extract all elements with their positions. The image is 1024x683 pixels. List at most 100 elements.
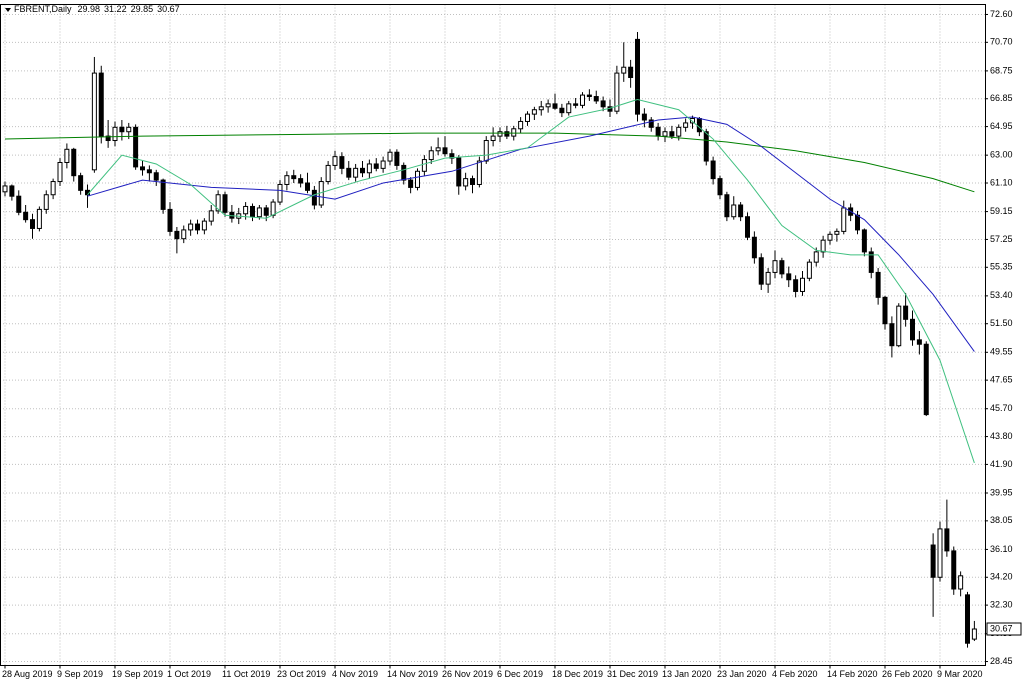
price-tag (986, 622, 1022, 636)
candle-body (380, 160, 386, 169)
chart-title: FBRENT,Daily (14, 4, 72, 14)
candle-body (765, 271, 771, 285)
candle-body (291, 175, 297, 180)
candle-body (930, 544, 936, 578)
candle-body (78, 175, 84, 191)
candle-body (745, 216, 750, 238)
candle-body (325, 164, 331, 183)
x-tick-label: 9 Mar 2020 (937, 669, 983, 679)
candle-body (208, 210, 214, 222)
y-tick-label: 34.20 (990, 572, 1013, 582)
candle-body (511, 128, 517, 137)
candle-body (360, 167, 365, 174)
candle-body (710, 160, 716, 180)
candle-body (504, 131, 510, 137)
candle-body (916, 339, 922, 345)
candle-body (126, 126, 132, 133)
y-tick-label: 43.80 (990, 431, 1013, 441)
candle-body (779, 260, 785, 275)
y-tick-label: 51.50 (990, 318, 1013, 328)
candle-body (738, 204, 744, 218)
candle-body (717, 178, 723, 196)
x-tick-label: 14 Feb 2020 (827, 669, 878, 679)
x-tick-label: 26 Feb 2020 (882, 669, 933, 679)
candle-body (772, 260, 778, 273)
y-tick-label: 57.25 (990, 234, 1013, 244)
candle-body (353, 167, 359, 178)
candle-body (800, 277, 805, 292)
y-tick-label: 38.05 (990, 515, 1013, 525)
candle-body (896, 305, 902, 347)
candle-body (813, 251, 819, 263)
candle-body (167, 208, 173, 232)
y-tick-label: 53.40 (990, 290, 1013, 300)
moving-average (87, 98, 975, 464)
x-tick-label: 13 Jan 2020 (662, 669, 712, 679)
candle-body (346, 167, 352, 178)
candle-body (490, 135, 496, 142)
candle-body (112, 126, 118, 142)
candle-body (786, 273, 792, 281)
candle-body (98, 72, 104, 137)
candle-body (470, 178, 475, 185)
plot (2, 32, 977, 648)
candle-body (559, 107, 565, 114)
candle-body (408, 179, 414, 188)
candle-body (250, 205, 255, 218)
candle-body (50, 181, 56, 196)
y-tick-label: 36.10 (990, 544, 1013, 554)
candle-body (834, 230, 840, 235)
candle-body (971, 628, 977, 640)
candle-body (263, 207, 269, 216)
x-tick-label: 23 Jan 2020 (717, 669, 767, 679)
candle-body (256, 207, 262, 218)
y-tick-label: 41.90 (990, 459, 1013, 469)
candle-body (277, 183, 283, 203)
candle-body (573, 103, 579, 106)
candle-body (552, 103, 558, 109)
candle-body (676, 126, 682, 137)
candle-body (538, 106, 544, 111)
candle-body (965, 594, 970, 644)
candle-body (305, 182, 310, 191)
candle-body (442, 147, 448, 155)
candle-body (944, 528, 950, 552)
candle-body (23, 211, 29, 221)
candle-body (641, 113, 647, 121)
candle-body (525, 113, 530, 122)
candle-body (669, 131, 675, 137)
x-tick-label: 23 Oct 2019 (277, 669, 326, 679)
candle-body (518, 120, 524, 130)
plot-frame (0, 4, 986, 666)
candle-body (105, 135, 111, 142)
candle-body (195, 223, 200, 231)
candle-body (621, 66, 627, 74)
candle-body (703, 131, 709, 162)
candle-body (655, 126, 661, 137)
candle-body (614, 72, 620, 112)
candle-body (861, 229, 867, 253)
candle-body (841, 207, 847, 232)
x-tick-label: 1 Oct 2019 (167, 669, 211, 679)
moving-average (87, 116, 975, 352)
candle-body (64, 148, 70, 163)
candle-body (140, 166, 145, 171)
candle-body (311, 189, 317, 206)
candle-body (903, 305, 909, 320)
candle-body (827, 233, 833, 241)
candle-body (188, 223, 194, 231)
x-tick-label: 18 Dec 2019 (552, 669, 603, 679)
candle-body (889, 323, 895, 347)
candle-body (758, 257, 764, 285)
candle-body (545, 103, 551, 108)
candle-body (435, 147, 441, 152)
candle-body (882, 296, 888, 325)
candle-body (57, 161, 63, 183)
candle-body (958, 575, 964, 590)
candle-body (2, 185, 8, 193)
candle-body (243, 205, 249, 215)
candle-body (593, 96, 599, 102)
candle-body (174, 230, 180, 240)
candle-body (394, 151, 400, 166)
